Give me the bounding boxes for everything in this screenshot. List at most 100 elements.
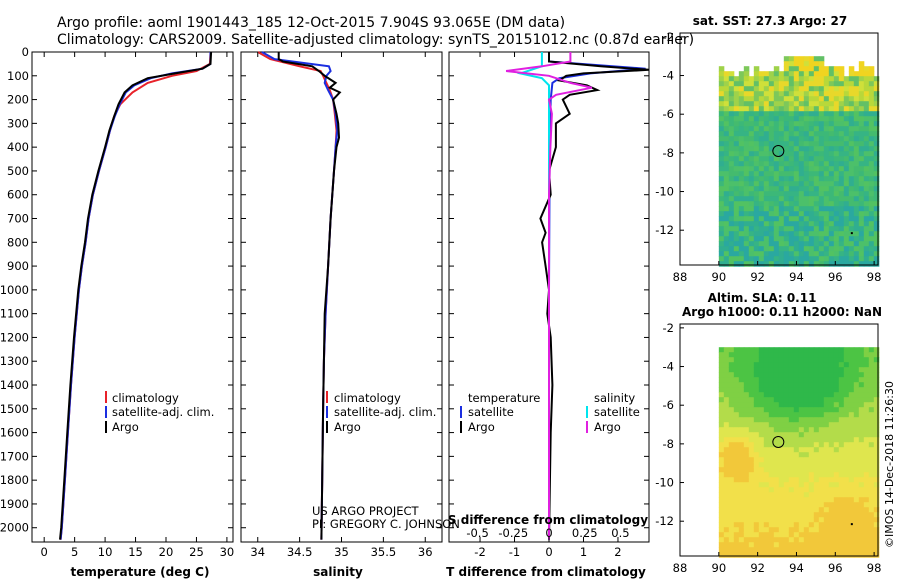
map-cell	[788, 176, 795, 182]
map-cell	[863, 131, 870, 137]
map-cell	[848, 246, 855, 252]
map-cell	[743, 467, 750, 473]
map-cell	[753, 186, 760, 192]
map-cell	[778, 532, 785, 538]
map-cell	[738, 191, 745, 197]
map-cell	[803, 467, 810, 473]
map-cell	[818, 231, 825, 237]
map-cell	[833, 492, 840, 498]
map-cell	[753, 512, 760, 518]
map-cell	[773, 86, 780, 92]
map-cell	[808, 402, 815, 408]
map-cell	[758, 527, 765, 533]
map-cell	[848, 492, 855, 498]
map-cell	[753, 432, 760, 438]
map-cell	[718, 71, 725, 77]
map-cell	[808, 61, 815, 67]
map-cell	[853, 156, 860, 162]
map-cell	[828, 186, 835, 192]
map-cell	[873, 442, 880, 448]
map-cell	[863, 502, 870, 508]
map-cell	[813, 507, 820, 513]
map-cell	[748, 76, 755, 82]
map-cell	[778, 211, 785, 217]
map-cell	[728, 432, 735, 438]
map-cell	[813, 236, 820, 242]
map-cell	[733, 402, 740, 408]
map-cell	[758, 367, 765, 373]
map-cell	[833, 527, 840, 533]
map-cell	[718, 467, 725, 473]
map-cell	[858, 497, 865, 503]
map-cell	[778, 387, 785, 393]
map-cell	[858, 382, 865, 388]
map-cell	[748, 201, 755, 207]
map-cell	[833, 367, 840, 373]
map-cell	[718, 522, 725, 528]
map-cell	[763, 497, 770, 503]
map-cell	[783, 81, 790, 87]
map-cell	[793, 472, 800, 478]
map-cell	[863, 96, 870, 102]
map-cell	[843, 156, 850, 162]
map-cell	[828, 497, 835, 503]
map-cell	[843, 176, 850, 182]
map-cell	[768, 417, 775, 423]
map-cell	[743, 241, 750, 247]
map-cell	[823, 367, 830, 373]
map-cell	[788, 151, 795, 157]
map-cell	[718, 196, 725, 202]
map-cell	[758, 422, 765, 428]
legend-argo: Argo	[112, 420, 139, 434]
map-cell	[803, 517, 810, 523]
map-cell	[833, 507, 840, 513]
map-cell	[768, 412, 775, 418]
map-cell	[858, 146, 865, 152]
map-cell	[733, 477, 740, 483]
map-cell	[848, 76, 855, 82]
map-cell	[758, 176, 765, 182]
map-cell	[828, 231, 835, 237]
map-cell	[743, 527, 750, 533]
map-cell	[783, 382, 790, 388]
map-cell	[753, 236, 760, 242]
map-cell	[858, 467, 865, 473]
map-cell	[778, 111, 785, 117]
map-cell	[803, 522, 810, 528]
map-cell	[868, 402, 875, 408]
map-cell	[848, 527, 855, 533]
map-cell	[803, 226, 810, 232]
map-cell	[863, 261, 870, 267]
map-cell	[768, 372, 775, 378]
map-cell	[853, 397, 860, 403]
map-cell	[763, 131, 770, 137]
map-cell	[843, 412, 850, 418]
map-cell	[833, 206, 840, 212]
map-cell	[873, 492, 880, 498]
map-cell	[823, 196, 830, 202]
map-cell	[868, 382, 875, 388]
map-cell	[743, 121, 750, 127]
map-cell	[843, 151, 850, 157]
map-cell	[873, 367, 880, 373]
map-cell	[778, 372, 785, 378]
map-cell	[808, 156, 815, 162]
map-cell	[778, 126, 785, 132]
map-cell	[838, 362, 845, 368]
legend-s-argo: Argo	[594, 420, 621, 434]
map-cell	[768, 141, 775, 147]
map-cell	[778, 512, 785, 518]
map-cell	[798, 246, 805, 252]
map-cell	[853, 86, 860, 92]
map-cell	[743, 146, 750, 152]
map-cell	[753, 527, 760, 533]
map-cell	[848, 216, 855, 222]
map-cell	[803, 171, 810, 177]
map-cell	[848, 497, 855, 503]
map-cell	[858, 432, 865, 438]
map-cell	[823, 412, 830, 418]
map-cell	[768, 547, 775, 553]
map-cell	[868, 362, 875, 368]
map-cell	[748, 136, 755, 142]
map-cell	[783, 66, 790, 72]
